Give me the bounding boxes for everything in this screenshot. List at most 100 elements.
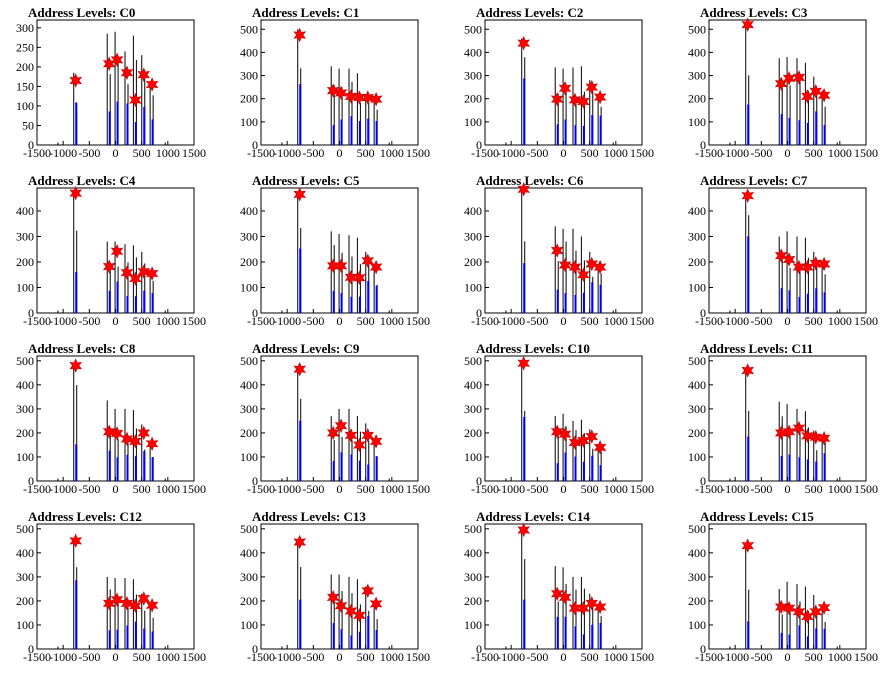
y-tick-label: 100	[16, 618, 34, 632]
y-tick-label: 200	[688, 92, 706, 106]
y-tick-label: 100	[464, 450, 482, 464]
y-tick-label: 200	[240, 426, 258, 440]
x-tick-label: -500	[302, 146, 324, 160]
x-tick-label: -1000	[273, 146, 301, 160]
x-tick-label: 1000	[604, 146, 628, 160]
y-tick-label: 0	[700, 306, 706, 320]
peak-bar	[75, 272, 78, 313]
x-tick-label: 0	[561, 146, 567, 160]
chart-panel: Address Levels: C15 0 100 200 300 400 500 -1500…	[688, 509, 878, 664]
y-tick-label: 400	[240, 546, 258, 560]
x-tick-label: -1500	[471, 314, 499, 328]
peak-marker	[110, 244, 124, 259]
x-tick-label: -500	[750, 650, 772, 664]
peak-marker	[577, 267, 590, 282]
peak-bar	[332, 623, 335, 649]
peak-bar	[599, 284, 602, 313]
peak-marker	[792, 604, 806, 619]
y-tick-label: 300	[688, 570, 706, 584]
peak-marker	[69, 185, 83, 201]
peak-marker	[593, 440, 607, 455]
x-tick-label: 500	[133, 482, 151, 496]
x-tick-label: 1500	[854, 482, 878, 496]
x-tick-label: -500	[750, 146, 772, 160]
peak-marker	[334, 598, 348, 613]
x-tick-label: -1500	[247, 314, 275, 328]
chart-title: Address Levels: C7	[700, 173, 808, 188]
peak-bar	[116, 457, 119, 481]
peak-bar	[582, 292, 585, 313]
peak-marker	[120, 265, 134, 280]
x-tick-label: -1000	[273, 650, 301, 664]
y-tick-label: 0	[28, 306, 34, 320]
peak-bar	[340, 452, 343, 481]
peak-bar	[599, 465, 602, 481]
x-tick-label: 1000	[604, 314, 628, 328]
y-tick-label: 500	[688, 22, 706, 36]
x-tick-label: 1500	[854, 650, 878, 664]
y-tick-label: 50	[22, 118, 34, 132]
x-tick-label: -1500	[471, 482, 499, 496]
chart-title: Address Levels: C2	[476, 5, 583, 20]
peak-bar	[823, 125, 826, 145]
chart-title: Address Levels: C5	[252, 173, 360, 188]
x-tick-label: -1500	[695, 314, 723, 328]
x-tick-label: -1000	[721, 146, 749, 160]
peak-marker	[145, 436, 159, 451]
y-tick-label: 400	[240, 45, 258, 59]
peak-bar	[126, 625, 129, 649]
x-tick-label: 0	[561, 650, 567, 664]
peak-bar	[599, 622, 602, 649]
peak-marker	[809, 430, 823, 445]
x-tick-label: 1000	[156, 146, 180, 160]
chart-panel: Address Levels: C90100200300400500-1500-…	[240, 341, 430, 496]
peak-marker	[334, 418, 348, 433]
peak-marker	[129, 92, 142, 108]
chart-panel: Address Levels: C6 0 100 200 300 400 -1500-100…	[464, 173, 654, 328]
peak-bar	[798, 625, 801, 649]
y-tick-label: 300	[240, 402, 258, 416]
peak-bar	[591, 115, 594, 145]
y-tick-label: 250	[16, 40, 34, 54]
x-tick-label: -1500	[23, 146, 51, 160]
peak-marker	[741, 17, 755, 32]
peak-bar	[582, 461, 585, 481]
peak-marker	[145, 266, 159, 281]
y-tick-label: 100	[688, 450, 706, 464]
x-tick-label: 1000	[380, 482, 404, 496]
x-tick-label: 500	[357, 314, 375, 328]
x-tick-label: -1000	[721, 314, 749, 328]
peak-marker	[69, 358, 83, 373]
x-tick-label: 1500	[182, 482, 206, 496]
peak-marker	[353, 90, 366, 105]
y-tick-label: 300	[464, 570, 482, 584]
peak-bar	[134, 296, 137, 313]
y-tick-label: 300	[240, 69, 258, 83]
x-tick-label: -1500	[247, 650, 275, 664]
peak-marker	[293, 27, 307, 43]
x-tick-label: -1000	[273, 314, 301, 328]
x-tick-label: -500	[302, 650, 324, 664]
peak-bar	[116, 101, 119, 145]
x-tick-label: -1500	[23, 482, 51, 496]
peak-marker	[585, 596, 599, 611]
y-tick-label: 100	[16, 450, 34, 464]
peak-bar	[780, 114, 783, 145]
peak-marker	[110, 52, 124, 68]
peak-bar	[350, 116, 353, 145]
x-tick-label: -500	[750, 482, 772, 496]
peak-bar	[375, 121, 378, 145]
y-tick-label: 300	[688, 69, 706, 83]
peak-marker	[369, 91, 383, 107]
chart-title: Address Levels: C0	[28, 5, 135, 20]
y-tick-label: 0	[700, 474, 706, 488]
peak-marker	[129, 271, 142, 286]
y-tick-label: 300	[16, 570, 34, 584]
peak-bar	[798, 120, 801, 145]
x-tick-label: 0	[785, 482, 791, 496]
peak-marker	[361, 583, 375, 599]
peak-marker	[593, 259, 607, 275]
peak-bar	[126, 296, 129, 313]
